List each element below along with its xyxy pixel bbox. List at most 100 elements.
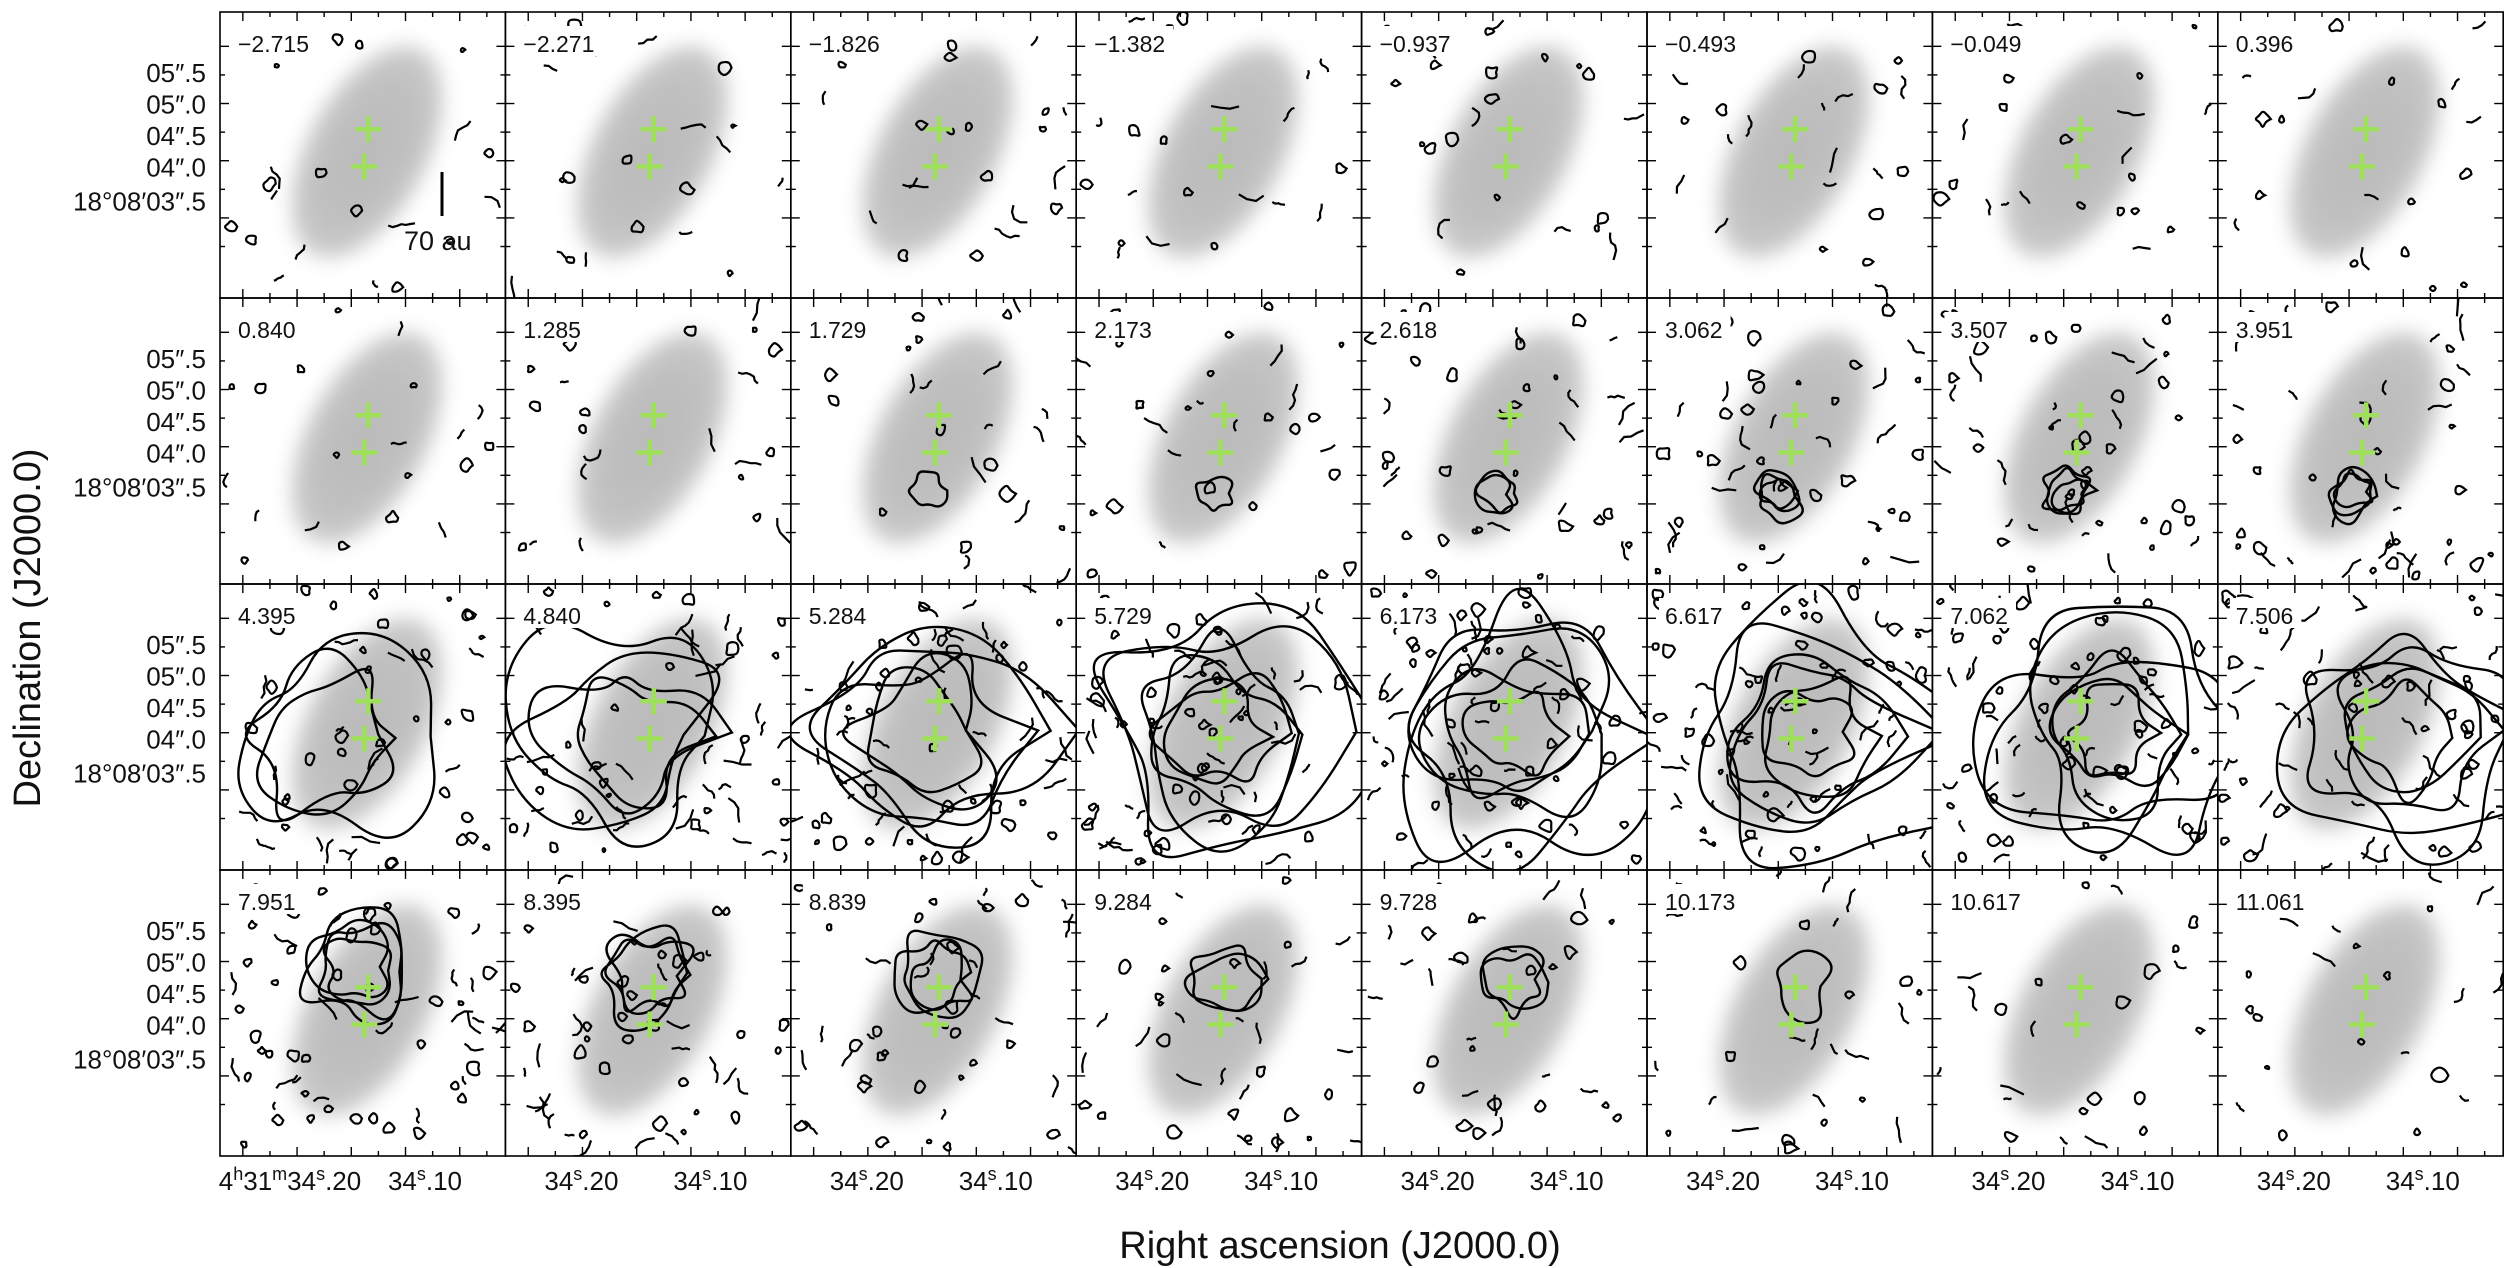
noise-contour xyxy=(959,540,972,554)
source-marker xyxy=(355,688,382,715)
emission-contour xyxy=(1162,677,1276,785)
noise-contour xyxy=(304,521,320,532)
emission-contour xyxy=(604,936,692,1013)
emission-contour xyxy=(824,652,1041,826)
noise-contour xyxy=(1737,563,1748,572)
noise-contour xyxy=(1426,1055,1440,1068)
noise-contour xyxy=(2078,1106,2089,1116)
noise-contour xyxy=(2059,1136,2069,1145)
noise-contour xyxy=(2422,754,2435,773)
noise-contour xyxy=(1844,990,1856,1000)
noise-contour xyxy=(2149,544,2155,551)
noise-contour xyxy=(2487,551,2494,558)
noise-contour xyxy=(1323,1088,1334,1101)
noise-contour xyxy=(1904,661,1915,671)
noise-contour xyxy=(2166,225,2176,234)
channel-panel: 3.951 xyxy=(2217,297,2504,585)
noise-contour xyxy=(461,608,475,622)
noise-contour xyxy=(2484,810,2495,821)
noise-contour xyxy=(1283,1107,1300,1123)
noise-contour xyxy=(455,833,470,847)
noise-contour xyxy=(450,968,459,987)
noise-contour xyxy=(2110,884,2124,895)
noise-contour xyxy=(1781,1133,1796,1147)
noise-contour xyxy=(556,250,569,261)
noise-contour xyxy=(304,752,316,767)
noise-contour xyxy=(2331,925,2341,933)
emission-contour xyxy=(1443,668,1591,800)
noise-contour xyxy=(1845,888,1857,913)
noise-contour xyxy=(2307,717,2315,726)
noise-contour xyxy=(331,33,344,47)
channel-panel: 2.173 xyxy=(1075,297,1363,585)
noise-contour xyxy=(526,364,536,374)
noise-contour xyxy=(265,679,279,695)
noise-contour xyxy=(2038,702,2049,715)
noise-contour xyxy=(2107,553,2116,574)
noise-contour xyxy=(1602,507,1614,520)
noise-contour xyxy=(722,906,731,916)
source-marker xyxy=(636,439,663,466)
noise-contour xyxy=(1089,692,1106,708)
noise-contour xyxy=(384,509,400,524)
noise-contour xyxy=(1151,843,1163,856)
noise-contour xyxy=(472,1016,485,1024)
source-marker xyxy=(1778,153,1805,180)
source-marker xyxy=(1211,688,1238,715)
noise-contour xyxy=(2385,541,2395,549)
noise-contour xyxy=(1570,635,1585,643)
source-marker xyxy=(640,688,667,715)
noise-contour xyxy=(262,176,277,193)
noise-contour xyxy=(1058,525,1066,532)
noise-contour xyxy=(1780,605,1792,616)
noise-contour xyxy=(2382,970,2391,981)
channel-panel: 7.951 xyxy=(219,869,507,1157)
source-marker xyxy=(1782,688,1809,715)
noise-contour xyxy=(2459,167,2473,181)
noise-contour xyxy=(522,1067,527,1078)
noise-contour xyxy=(598,1061,611,1076)
noise-contour xyxy=(1609,336,1618,342)
noise-contour xyxy=(1968,656,1978,680)
noise-contour xyxy=(2254,189,2268,201)
noise-contour xyxy=(1175,1073,1202,1087)
source-marker xyxy=(926,974,953,1001)
noise-contour xyxy=(1797,64,1805,79)
noise-contour xyxy=(1798,598,1809,608)
source-marker xyxy=(2067,402,2094,429)
noise-contour xyxy=(1747,369,1766,382)
noise-contour xyxy=(1900,75,1907,100)
noise-contour xyxy=(262,844,276,851)
noise-contour xyxy=(2025,584,2032,604)
noise-contour xyxy=(2184,515,2196,527)
noise-contour xyxy=(864,769,873,775)
noise-contour xyxy=(972,730,987,737)
disk-core xyxy=(1154,337,1293,539)
noise-contour xyxy=(2460,281,2469,289)
y-tick-label: 05″.0 xyxy=(146,947,206,977)
velocity-label-bg xyxy=(1088,884,1160,914)
noise-contour xyxy=(1370,587,1383,598)
noise-contour xyxy=(456,1092,468,1104)
noise-contour xyxy=(2094,616,2107,627)
noise-contour xyxy=(2116,206,2126,217)
noise-contour xyxy=(243,1071,252,1083)
noise-contour xyxy=(2458,1094,2470,1102)
noise-contour xyxy=(491,1026,506,1033)
noise-contour xyxy=(582,1021,593,1033)
noise-contour xyxy=(376,618,390,630)
noise-contour xyxy=(2191,23,2198,30)
noise-contour xyxy=(1743,738,1751,745)
noise-contour xyxy=(1557,502,1567,516)
noise-contour xyxy=(329,600,338,611)
noise-contour xyxy=(935,423,947,437)
noise-contour xyxy=(1607,394,1626,399)
velocity-label-bg xyxy=(2229,26,2302,56)
emission-contour xyxy=(1417,658,1603,819)
noise-contour xyxy=(1000,818,1017,833)
noise-contour xyxy=(1146,686,1157,699)
noise-contour xyxy=(2169,768,2180,786)
noise-contour xyxy=(1834,92,1854,103)
noise-contour xyxy=(334,639,359,646)
noise-contour xyxy=(2115,995,2132,1010)
